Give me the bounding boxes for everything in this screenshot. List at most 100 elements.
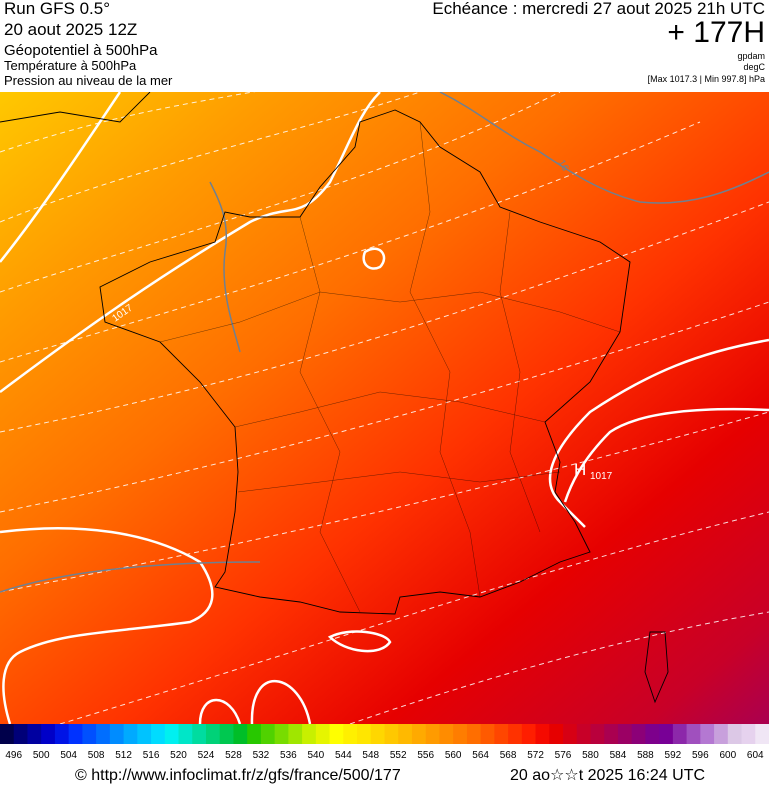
colorbar-swatch xyxy=(494,724,509,744)
colorbar-swatch xyxy=(233,724,248,744)
colorbar-swatch xyxy=(68,724,83,744)
run-date: 20 aout 2025 12Z xyxy=(4,20,138,39)
colorbar-swatch xyxy=(247,724,262,744)
isobars xyxy=(0,92,769,593)
temperature-contours xyxy=(0,92,769,724)
colorbar: 496 500 504 508 512 516 520 524 528 532 536 540 544 5… xyxy=(0,724,769,761)
colorbar-label: 500 xyxy=(33,750,50,761)
colorbar-label: 564 xyxy=(472,750,489,761)
timestamp: 20 ao☆☆t 2025 16:24 UTC xyxy=(510,767,706,784)
colorbar-swatch xyxy=(549,724,564,744)
lead-time: + 177H xyxy=(667,16,765,49)
source-url: © http://www.infoclimat.fr/z/gfs/france/… xyxy=(75,767,401,784)
colorbar-swatch xyxy=(521,724,537,744)
colorbar-swatch xyxy=(96,724,111,744)
colorbar-label: 568 xyxy=(500,750,517,761)
colorbar-swatch xyxy=(466,724,482,744)
colorbar-label: 596 xyxy=(692,750,709,761)
colorbar-swatch xyxy=(741,724,756,744)
unit-label: degC xyxy=(743,62,765,72)
colorbar-swatch xyxy=(535,724,550,744)
colorbar-label: 532 xyxy=(253,750,270,761)
high-marker: H xyxy=(574,460,586,479)
colorbar-label: 576 xyxy=(555,750,572,761)
colorbar-label: 548 xyxy=(362,750,379,761)
colorbar-swatch xyxy=(576,724,591,744)
colorbar-label: 512 xyxy=(115,750,132,761)
colorbar-label: 540 xyxy=(307,750,324,761)
colorbar-swatch xyxy=(755,724,769,744)
colorbar-label: 556 xyxy=(417,750,434,761)
colorbar-swatch xyxy=(453,724,468,744)
colorbar-swatch xyxy=(54,724,70,744)
colorbar-label: 588 xyxy=(637,750,654,761)
colorbar-swatch xyxy=(302,724,317,744)
coastline xyxy=(0,92,669,704)
colorbar-label: 524 xyxy=(198,750,215,761)
high-value: 1017 xyxy=(590,471,613,482)
colorbar-swatch xyxy=(260,724,276,744)
colorbar-swatch xyxy=(384,724,399,744)
colorbar-label: 600 xyxy=(719,750,736,761)
colorbar-swatch xyxy=(82,724,97,744)
colorbar-swatch xyxy=(714,724,729,744)
colorbar-label: 560 xyxy=(445,750,462,761)
colorbar-swatch xyxy=(164,724,180,744)
colorbar-swatch xyxy=(315,724,331,744)
colorbar-label: 592 xyxy=(665,750,682,761)
field-label: Température à 500hPa xyxy=(4,58,137,73)
colorbar-swatch xyxy=(41,724,56,744)
colorbar-swatch xyxy=(178,724,193,744)
colorbar-swatch xyxy=(274,724,289,744)
colorbar-swatch xyxy=(411,724,427,744)
colorbar-swatch xyxy=(398,724,413,744)
colorbar-swatch xyxy=(329,724,344,744)
field-label: Pression au niveau de la mer xyxy=(4,73,173,88)
colorbar-swatch xyxy=(631,724,646,744)
unit-label: gpdam xyxy=(737,51,765,61)
colorbar-swatch xyxy=(727,724,743,744)
colorbar-label: 496 xyxy=(5,750,22,761)
valid-time: Echéance : mercredi 27 aout 2025 21h UTC xyxy=(432,0,765,18)
colorbar-label: 516 xyxy=(143,750,160,761)
geopotential-contours xyxy=(0,92,769,724)
department-borders xyxy=(159,121,621,613)
colorbar-swatch xyxy=(604,724,619,744)
colorbar-label: 528 xyxy=(225,750,242,761)
colorbar-swatch xyxy=(659,724,674,744)
colorbar-swatch xyxy=(151,724,166,744)
colorbar-swatch xyxy=(357,724,372,744)
colorbar-label: 580 xyxy=(582,750,599,761)
colorbar-swatch xyxy=(13,724,28,744)
colorbar-label: 504 xyxy=(60,750,77,761)
colorbar-swatch xyxy=(137,724,152,744)
colorbar-swatch xyxy=(123,724,138,744)
colorbar-swatch xyxy=(192,724,207,744)
colorbar-label: 544 xyxy=(335,750,352,761)
colorbar-swatch xyxy=(590,724,605,744)
colorbar-swatch xyxy=(439,724,454,744)
map: 16 1017 H 1017 xyxy=(0,92,769,724)
colorbar-label: 508 xyxy=(88,750,105,761)
colorbar-swatch xyxy=(288,724,303,744)
temperature-field xyxy=(0,92,769,724)
colorbar-swatch xyxy=(617,724,633,744)
colorbar-swatch xyxy=(645,724,660,744)
colorbar-label: 604 xyxy=(747,750,764,761)
colorbar-label: 536 xyxy=(280,750,297,761)
colorbar-swatch xyxy=(508,724,523,744)
colorbar-swatch xyxy=(0,724,15,744)
colorbar-label: 520 xyxy=(170,750,187,761)
colorbar-swatch xyxy=(343,724,358,744)
pressure-range: [Max 1017.3 | Min 997.8] hPa xyxy=(647,74,765,84)
colorbar-label: 552 xyxy=(390,750,407,761)
colorbar-swatch xyxy=(425,724,440,744)
colorbar-swatch xyxy=(563,724,578,744)
field-label: Géopotentiel à 500hPa xyxy=(4,42,158,59)
colorbar-swatch xyxy=(205,724,221,744)
colorbar-swatch xyxy=(219,724,234,744)
colorbar-label: 584 xyxy=(610,750,627,761)
colorbar-swatch xyxy=(480,724,495,744)
colorbar-swatch xyxy=(700,724,715,744)
